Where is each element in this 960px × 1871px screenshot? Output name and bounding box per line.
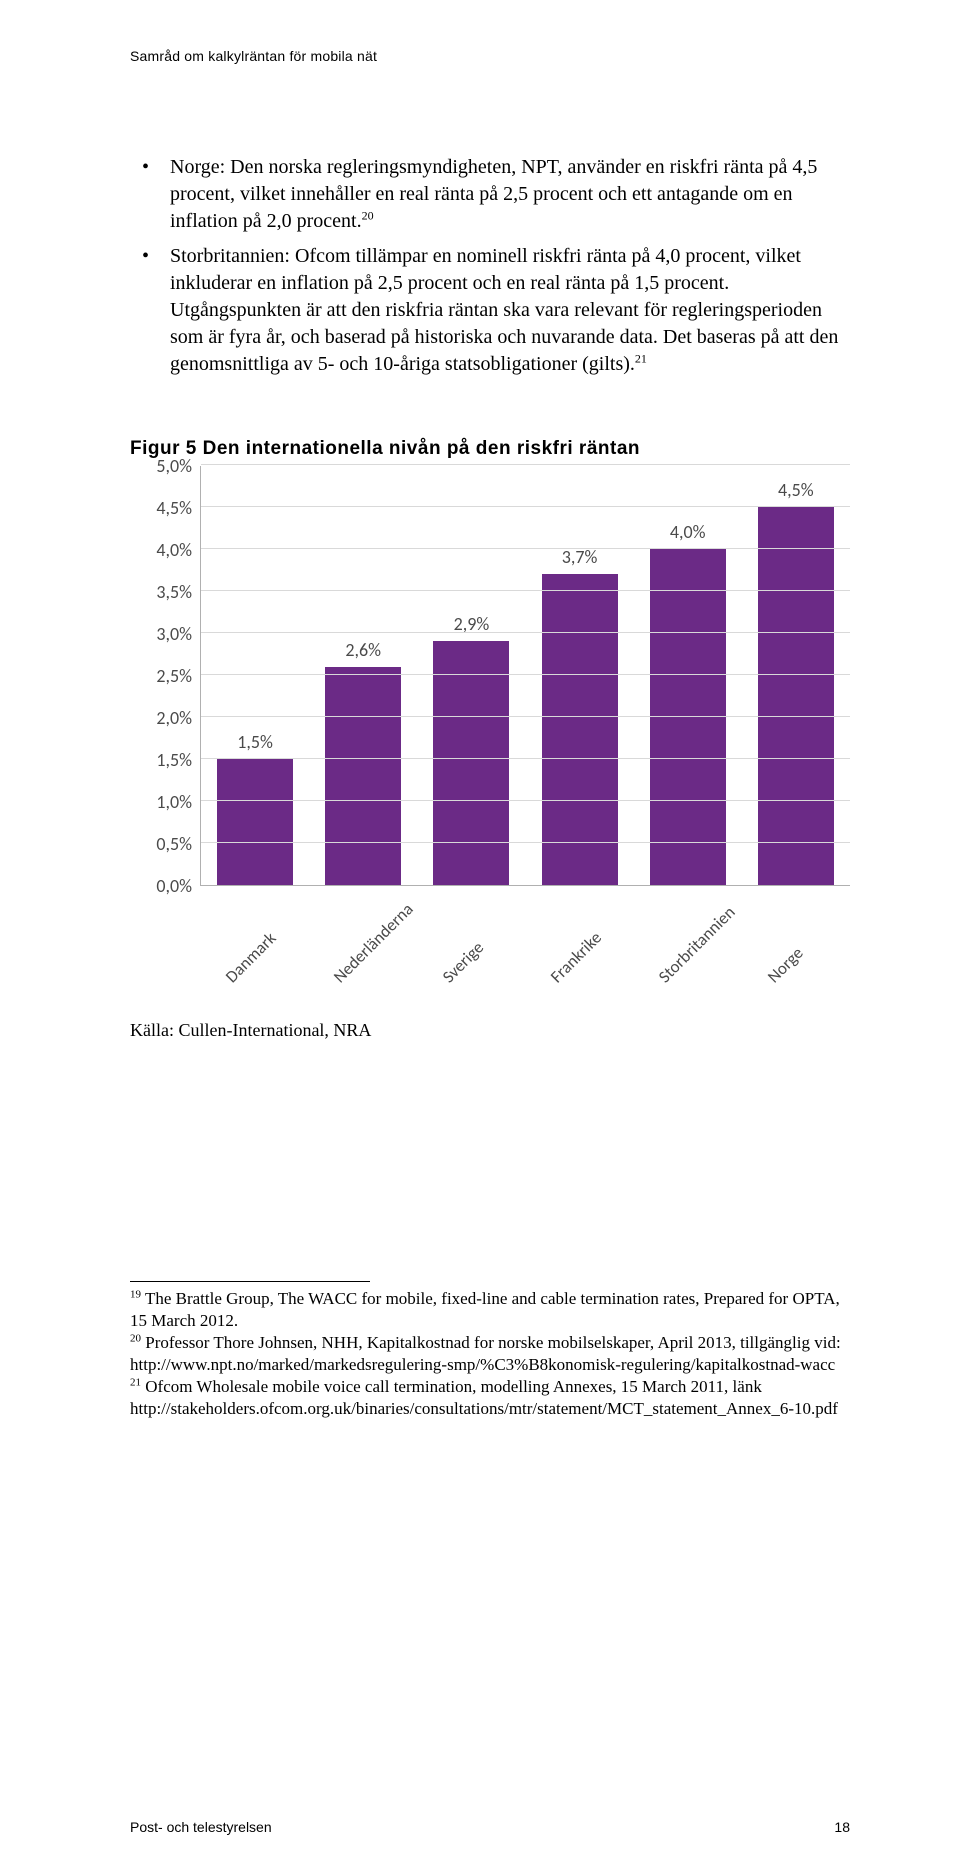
footnote-number: 21 [130, 1377, 141, 1389]
bars-group: 1,5% 2,6% 2,9% 3,7% 4,0% 4,5% [201, 466, 850, 885]
gridline [201, 632, 850, 633]
bullet-text: Storbritannien: Ofcom tillämpar en nomin… [170, 245, 838, 375]
y-tick-label: 3,5% [156, 581, 192, 603]
footnote: 20 Professor Thore Johnsen, NHH, Kapital… [130, 1332, 850, 1376]
bar-value-label: 2,6% [345, 639, 381, 661]
page: Samråd om kalkylräntan för mobila nät No… [0, 0, 960, 1871]
x-tick-label: Norge [763, 913, 914, 1064]
gridline [201, 506, 850, 507]
y-tick-label: 1,0% [156, 791, 192, 813]
y-tick-label: 0,0% [156, 875, 192, 897]
bar [650, 549, 726, 885]
bar [325, 667, 401, 885]
gridline [201, 842, 850, 843]
footer-left: Post- och telestyrelsen [130, 1819, 272, 1835]
footnote-ref: 21 [635, 351, 647, 365]
y-tick-label: 2,0% [156, 707, 192, 729]
figure-title: Figur 5 Den internationella nivån på den… [130, 438, 850, 460]
footer-page-number: 18 [834, 1819, 850, 1835]
y-tick-label: 4,5% [156, 497, 192, 519]
bar-value-label: 1,5% [237, 731, 273, 753]
y-tick-label: 4,0% [156, 539, 192, 561]
footnote: 19 The Brattle Group, The WACC for mobil… [130, 1288, 850, 1332]
bar-slot: 1,5% [213, 731, 297, 885]
y-tick-label: 0,5% [156, 833, 192, 855]
y-tick-label: 5,0% [156, 455, 192, 477]
gridline [201, 674, 850, 675]
gridline [201, 464, 850, 465]
footnote-ref: 20 [362, 208, 374, 222]
y-tick-label: 1,5% [156, 749, 192, 771]
gridline [201, 758, 850, 759]
bar [758, 507, 834, 885]
bar-slot: 4,0% [646, 521, 730, 885]
y-tick-label: 3,0% [156, 623, 192, 645]
gridline [201, 590, 850, 591]
running-head: Samråd om kalkylräntan för mobila nät [130, 48, 850, 64]
bar-value-label: 3,7% [562, 546, 598, 568]
bar [542, 574, 618, 885]
y-tick-label: 2,5% [156, 665, 192, 687]
bar-slot: 2,6% [321, 639, 405, 885]
footnote-number: 20 [130, 1333, 141, 1345]
bullet-list: Norge: Den norska regleringsmyndigheten,… [130, 154, 850, 378]
y-axis: 0,0%0,5%1,0%1,5%2,0%2,5%3,0%3,5%4,0%4,5%… [130, 466, 200, 886]
bar-value-label: 4,5% [778, 479, 814, 501]
x-axis: DanmarkNederländernaSverigeFrankrikeStor… [200, 886, 850, 1016]
bar [217, 759, 293, 885]
gridline [201, 716, 850, 717]
bar-slot: 4,5% [754, 479, 838, 885]
bar-slot: 2,9% [429, 613, 513, 885]
bar-chart: 0,0%0,5%1,0%1,5%2,0%2,5%3,0%3,5%4,0%4,5%… [130, 466, 850, 886]
bullet-item: Storbritannien: Ofcom tillämpar en nomin… [130, 243, 850, 378]
bar-value-label: 4,0% [670, 521, 706, 543]
plot-area: 1,5% 2,6% 2,9% 3,7% 4,0% 4,5% [200, 466, 850, 886]
gridline [201, 800, 850, 801]
bar [433, 641, 509, 885]
footnote-number: 19 [130, 1288, 141, 1300]
bullet-item: Norge: Den norska regleringsmyndigheten,… [130, 154, 850, 235]
bullet-text: Norge: Den norska regleringsmyndigheten,… [170, 156, 817, 232]
chart-container: 0,0% 0,5% 1,0% 1,5% 2,0% 2,5% 3,0% 3,5% 4,0% 4,5%… [130, 466, 850, 1016]
footnote: 21 Ofcom Wholesale mobile voice call ter… [130, 1376, 850, 1420]
footnotes: 19 The Brattle Group, The WACC for mobil… [130, 1282, 850, 1421]
gridline [201, 548, 850, 549]
page-footer: Post- och telestyrelsen 18 [130, 1819, 850, 1835]
